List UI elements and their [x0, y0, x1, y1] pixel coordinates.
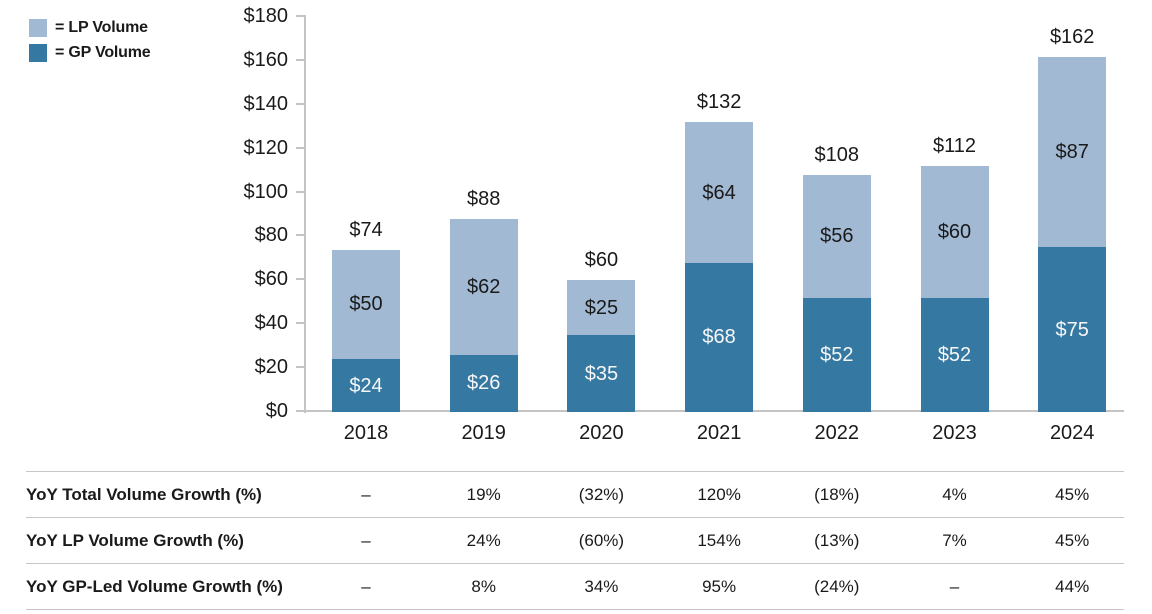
y-axis-tick-label: $140 [243, 92, 289, 115]
table-cell: (13%) [814, 531, 860, 550]
x-axis-year-label: 2021 [696, 422, 742, 444]
bar-total-label: $162 [1049, 25, 1095, 48]
y-axis-tick [296, 58, 306, 61]
table-cell: 24% [466, 531, 501, 550]
bar-total-label: $60 [584, 249, 619, 272]
y-axis-tick [296, 366, 306, 369]
y-axis-tick [296, 146, 306, 149]
lp-volume-bar-segment [920, 166, 989, 298]
lp-segment-value-label: $60 [937, 221, 972, 244]
gp-segment-value-label: $68 [702, 326, 736, 349]
lp-segment-value-label: $56 [820, 225, 854, 248]
y-axis-tick-label: $120 [243, 136, 289, 159]
lp-volume-bar-segment [449, 218, 518, 355]
lp-segment-value-label: $87 [1055, 140, 1089, 163]
gp-volume-bar-segment [1038, 247, 1107, 412]
y-axis-tick [296, 234, 306, 237]
legend-item-lp-volume: = LP Volume [29, 15, 150, 40]
x-axis-year-label: 2024 [1049, 422, 1095, 444]
bar-total-label: $88 [467, 187, 501, 210]
y-axis-line [304, 15, 306, 413]
gp-segment-value-label: $26 [467, 372, 501, 395]
lp-segment-value-label: $62 [467, 275, 501, 298]
bar-total-label: $132 [696, 91, 742, 114]
lp-volume-swatch-icon [29, 18, 47, 37]
lp-volume-bar-segment [685, 122, 754, 263]
table-cell: (18%) [814, 485, 860, 504]
x-axis-year-label: 2023 [932, 422, 977, 444]
lp-volume-bar-segment [1038, 56, 1107, 248]
table-cell: 4% [942, 485, 967, 504]
table-cell: – [949, 577, 960, 596]
table-cell: – [361, 531, 371, 550]
y-axis-tick [296, 278, 306, 281]
gp-volume-bar-segment [567, 335, 636, 412]
x-axis-year-label: 2020 [579, 422, 624, 444]
legend-label-gp-volume: = GP Volume [55, 43, 151, 61]
table-row: YoY Total Volume Growth (%) – 19% (32%) 120%… [26, 471, 1124, 517]
y-axis-tick-label: $20 [254, 356, 288, 379]
x-axis-year-label: 2019 [461, 422, 506, 444]
gp-segment-value-label: $35 [584, 362, 619, 385]
table-cell: 154% [697, 531, 741, 550]
table-cell: 8% [471, 577, 496, 596]
lp-segment-value-label: $50 [349, 293, 383, 316]
gp-volume-swatch-icon [29, 43, 47, 62]
table-cell: – [361, 485, 371, 504]
bar-total-label: $112 [932, 135, 976, 158]
table-cell: 120% [697, 485, 741, 504]
y-axis-tick [296, 15, 306, 17]
bar-total-label: $74 [349, 218, 383, 241]
table-cell: (24%) [814, 577, 860, 596]
table-cell: 34% [584, 577, 619, 596]
gp-segment-value-label: $24 [349, 374, 383, 397]
table-cell: 45% [1055, 531, 1090, 550]
y-axis-tick-label: $40 [254, 312, 288, 335]
y-axis-tick-label: $80 [254, 224, 288, 247]
y-axis-tick-label: $0 [265, 400, 288, 422]
chart-legend: = LP Volume = GP Volume [29, 15, 151, 65]
table-cell: 45% [1055, 485, 1090, 504]
table-cell: (32%) [578, 485, 625, 504]
y-axis-tick [296, 102, 306, 105]
y-axis-tick-label: $60 [254, 268, 288, 291]
gp-segment-value-label: $52 [937, 343, 972, 366]
table-row: YoY LP Volume Growth (%) – 24% (60%) 154% (13… [26, 517, 1124, 563]
lp-volume-bar-segment [567, 280, 636, 336]
lp-segment-value-label: $64 [702, 181, 736, 204]
table-cell: – [361, 577, 371, 596]
yoy-growth-table: YoY Total Volume Growth (%) – 19% (32%) 120%… [26, 471, 1124, 610]
table-cell: 7% [942, 531, 967, 550]
lp-volume-bar-segment [332, 249, 400, 360]
lp-volume-bar-segment [802, 175, 871, 298]
gp-volume-bar-segment [802, 297, 871, 412]
x-axis-year-label: 2018 [343, 422, 389, 444]
table-cell: (60%) [578, 531, 625, 550]
y-axis-tick [296, 190, 306, 193]
row-label: YoY Total Volume Growth (%) [26, 485, 262, 504]
gp-segment-value-label: $75 [1055, 318, 1089, 341]
x-axis-year-label: 2022 [814, 422, 860, 444]
y-axis-tick [296, 322, 306, 325]
table-cell: 19% [466, 485, 501, 504]
y-axis-tick-label: $100 [243, 180, 289, 203]
row-label: YoY LP Volume Growth (%) [26, 531, 244, 550]
legend-item-gp-volume: = GP Volume [29, 40, 151, 65]
table-cell: 95% [702, 577, 737, 596]
gp-volume-bar-segment [449, 354, 518, 412]
table-row: YoY GP-Led Volume Growth (%) – 8% 34% 95% (24… [26, 563, 1124, 610]
lp-segment-value-label: $25 [584, 296, 619, 319]
gp-segment-value-label: $52 [820, 343, 854, 366]
y-axis-tick-label: $180 [243, 5, 289, 27]
gp-volume-bar-segment [332, 359, 400, 412]
y-axis-tick-label: $160 [243, 48, 289, 71]
table-cell: 44% [1055, 577, 1090, 596]
row-label: YoY GP-Led Volume Growth (%) [26, 577, 283, 596]
gp-volume-bar-segment [685, 262, 754, 412]
legend-label-lp-volume: = LP Volume [55, 18, 148, 36]
bar-total-label: $108 [814, 144, 860, 166]
gp-volume-bar-segment [920, 297, 989, 412]
